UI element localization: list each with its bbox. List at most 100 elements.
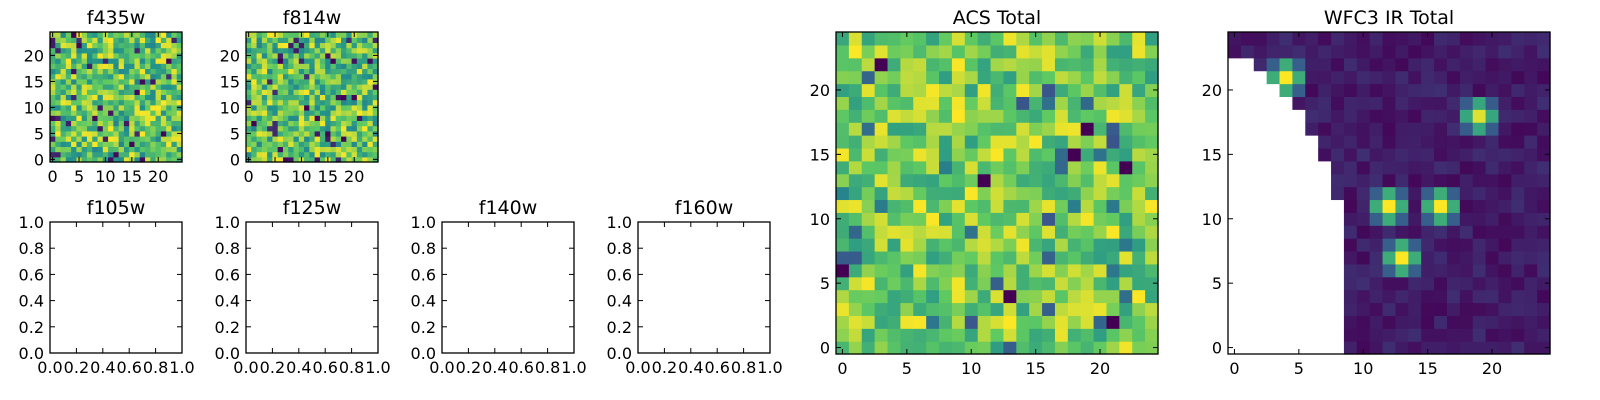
heatmap-cell: [1067, 263, 1082, 278]
heatmap-cell: [160, 58, 167, 64]
heatmap-cell: [123, 156, 130, 163]
heatmap-cell: [102, 52, 109, 59]
heatmap-cell: [1145, 122, 1159, 136]
heatmap-cell: [1132, 341, 1146, 355]
heatmap-cell: [55, 63, 62, 69]
heatmap-cell: [1343, 276, 1358, 291]
heatmap-cell: [123, 32, 130, 38]
heatmap-cell: [267, 84, 273, 90]
x-tick-label: 0.6: [312, 358, 337, 377]
heatmap-cell: [1080, 328, 1095, 342]
heatmap-cell: [1093, 199, 1108, 213]
heatmap-cell: [1446, 160, 1461, 175]
heatmap-cell: [1331, 186, 1345, 201]
heatmap-cell: [356, 42, 363, 49]
heatmap-cell: [362, 104, 369, 111]
heatmap-cell: [1093, 109, 1108, 123]
heatmap-cell: [251, 78, 258, 85]
heatmap-cell: [1119, 276, 1133, 291]
heatmap-cell: [874, 70, 889, 85]
heatmap-cell: [267, 94, 273, 101]
heatmap-cell: [1042, 44, 1056, 59]
heatmap-cell: [1408, 315, 1422, 329]
heatmap-cell: [261, 104, 268, 111]
heatmap-cell: [951, 96, 966, 110]
heatmap-cell: [335, 136, 342, 142]
heatmap-cell: [134, 151, 141, 158]
heatmap-cell: [277, 110, 284, 116]
heatmap-cell: [1042, 341, 1056, 355]
heatmap-cell: [277, 141, 284, 147]
heatmap-cell: [293, 141, 300, 147]
heatmap-cell: [990, 212, 1005, 226]
heatmap-cell: [81, 47, 88, 54]
heatmap-cell: [1459, 289, 1474, 304]
heatmap-cell: [139, 156, 146, 163]
heatmap-cell: [990, 341, 1005, 355]
heatmap-cell: [913, 212, 927, 226]
heatmap-cell: [92, 89, 99, 95]
heatmap-cell: [123, 151, 130, 158]
heatmap-cell: [166, 156, 173, 163]
heatmap-cell: [341, 151, 347, 158]
heatmap-cell: [108, 32, 114, 38]
heatmap-cell: [108, 146, 114, 153]
heatmap-cell: [372, 110, 379, 116]
heatmap-cell: [1408, 186, 1422, 201]
heatmap-cell: [139, 47, 146, 54]
heatmap-cell: [256, 68, 263, 75]
heatmap-cell: [129, 52, 136, 59]
heatmap-cell: [155, 130, 162, 137]
heatmap-cell: [926, 250, 940, 265]
heatmap-cell: [155, 58, 162, 64]
heatmap-cell: [251, 52, 258, 59]
heatmap-cell: [155, 84, 162, 90]
heatmap-cell: [1132, 135, 1146, 149]
panel-title: f435w: [87, 7, 146, 29]
heatmap-cell: [86, 89, 93, 95]
heatmap-cell: [71, 125, 77, 132]
heatmap-cell: [926, 263, 940, 278]
heatmap-cell: [1042, 289, 1056, 304]
heatmap-cell: [1511, 109, 1525, 123]
heatmap-cell: [71, 146, 77, 153]
heatmap-cell: [1029, 263, 1043, 278]
heatmap-cell: [367, 151, 374, 158]
heatmap-cell: [1119, 212, 1133, 226]
heatmap-cell: [964, 199, 979, 213]
heatmap-cell: [1343, 70, 1358, 85]
heatmap-cell: [1421, 276, 1435, 291]
heatmap-cell: [108, 130, 114, 137]
axes-frame: [49, 31, 183, 163]
heatmap-cell: [951, 212, 966, 226]
heatmap-cell: [346, 115, 353, 121]
heatmap-cell: [367, 52, 374, 59]
heatmap-cell: [81, 37, 88, 43]
heatmap-cell: [1446, 328, 1461, 342]
heatmap-cell: [1434, 328, 1448, 342]
heatmap-cell: [282, 156, 289, 163]
heatmap-cell: [81, 104, 88, 111]
heatmap-cell: [293, 73, 300, 80]
heatmap-cell: [108, 73, 114, 80]
heatmap-cell: [836, 160, 850, 175]
heatmap-cell: [1485, 250, 1500, 265]
heatmap-cell: [171, 37, 178, 43]
heatmap-cell: [166, 52, 173, 59]
heatmap-cell: [351, 42, 358, 49]
heatmap-cell: [86, 47, 93, 54]
heatmap-cell: [134, 146, 141, 153]
heatmap-cell: [356, 78, 363, 85]
heatmap-cell: [55, 156, 62, 163]
heatmap-cell: [977, 147, 992, 162]
heatmap-cell: [341, 104, 347, 111]
heatmap-cell: [272, 52, 279, 59]
heatmap-cell: [118, 73, 125, 80]
heatmap-cell: [1343, 341, 1358, 355]
heatmap-cell: [887, 225, 901, 239]
heatmap-cell: [314, 151, 321, 158]
heatmap-cell: [861, 32, 876, 46]
heatmap-cell: [848, 341, 863, 355]
heatmap-cell: [97, 37, 104, 43]
